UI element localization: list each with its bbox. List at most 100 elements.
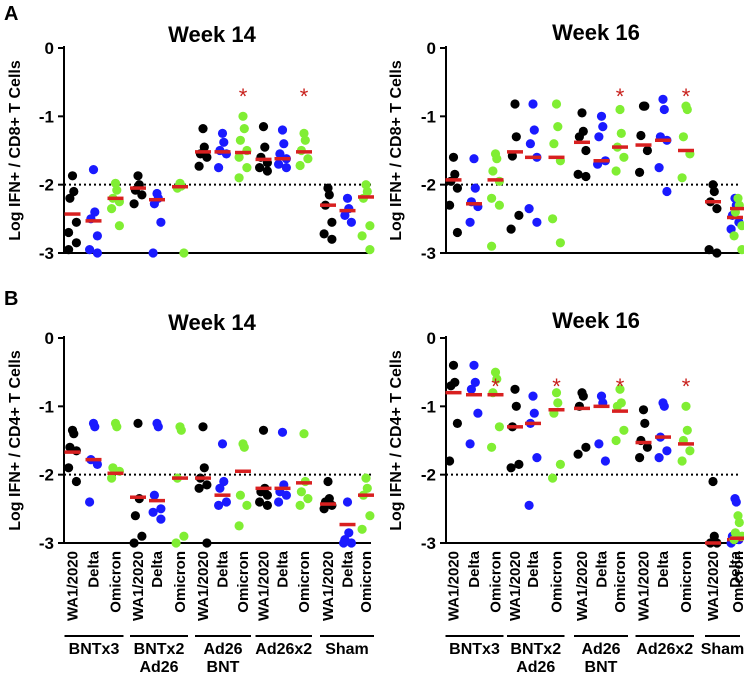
data-point	[510, 384, 520, 394]
data-point	[514, 459, 524, 469]
data-point	[470, 377, 480, 387]
data-point	[611, 166, 621, 176]
y-tick-label: ‑1	[421, 397, 436, 416]
data-point	[238, 111, 248, 121]
data-point	[581, 171, 591, 182]
data-point	[295, 160, 305, 171]
data-point	[344, 528, 354, 538]
data-point	[365, 221, 375, 231]
data-point	[69, 429, 79, 439]
data-point	[731, 497, 741, 507]
data-point	[71, 217, 81, 227]
data-point	[594, 439, 604, 449]
data-point	[511, 401, 521, 411]
data-point	[642, 145, 653, 156]
data-point	[112, 185, 122, 195]
data-point	[708, 476, 718, 487]
data-point	[465, 439, 475, 449]
data-point	[342, 497, 353, 507]
chart-title: Week 16	[552, 20, 640, 45]
y-tick-label: ‑3	[421, 244, 436, 263]
data-point	[616, 128, 626, 138]
data-point	[469, 154, 479, 164]
data-point	[296, 487, 306, 497]
data-point	[107, 204, 117, 214]
data-point	[452, 227, 462, 238]
data-point	[555, 238, 566, 248]
data-point	[71, 476, 81, 487]
data-point	[299, 128, 309, 138]
data-point	[548, 214, 558, 224]
data-point	[67, 171, 78, 181]
group-label: BNTx3	[449, 641, 500, 658]
data-point	[577, 108, 587, 118]
data-point	[487, 241, 497, 251]
data-point	[149, 490, 159, 500]
data-point	[737, 221, 744, 231]
category-label: Omicron	[235, 551, 252, 613]
y-axis-label: Log IFN+ / CD4+ T Cells	[7, 350, 24, 531]
data-point	[92, 231, 102, 241]
data-point	[202, 538, 212, 548]
category-label: WA1/2020	[636, 551, 653, 621]
data-point	[510, 99, 520, 109]
data-point	[708, 180, 718, 190]
data-point	[712, 248, 722, 258]
data-point	[275, 149, 285, 159]
data-point	[303, 494, 313, 504]
data-point	[573, 449, 583, 459]
group-label: Ad26	[139, 659, 178, 676]
data-point	[635, 167, 645, 177]
category-label: Omicron	[678, 551, 695, 613]
data-point	[681, 401, 691, 411]
chart-week16-cd8: Week 16 Log IFN+ / CD8+ T Cells 0 ‑1 ‑2 ‑3 * *	[388, 20, 744, 263]
data-point	[133, 418, 143, 428]
chart-title: Week 16	[552, 308, 640, 333]
data-point	[598, 122, 608, 132]
y-tick-label: 0	[45, 329, 54, 348]
group-label: Sham	[701, 641, 744, 658]
category-label: WA1/2020	[574, 551, 591, 621]
chart-title: Week 14	[168, 22, 256, 47]
data-point	[654, 453, 664, 463]
data-point	[281, 490, 291, 500]
data-point	[555, 459, 566, 469]
data-point	[219, 476, 229, 487]
data-point	[615, 384, 625, 394]
data-point	[295, 500, 305, 510]
data-point	[490, 367, 501, 377]
data-point	[90, 422, 100, 432]
data-point	[514, 210, 524, 220]
group-label: Ad26x2	[636, 641, 693, 658]
data-point	[487, 442, 497, 452]
data-point	[452, 418, 462, 428]
data-point	[528, 99, 538, 109]
data-point	[574, 132, 585, 142]
data-point	[470, 183, 480, 193]
data-point	[524, 500, 534, 510]
y-tick-label: ‑3	[421, 534, 436, 553]
data-point	[64, 245, 74, 255]
data-point	[69, 186, 79, 197]
y-tick-label: ‑1	[421, 107, 436, 126]
data-point	[65, 193, 75, 203]
data-point	[262, 166, 272, 176]
data-point	[255, 163, 265, 173]
data-point	[524, 204, 534, 214]
data-point	[346, 217, 356, 227]
data-point	[615, 104, 625, 115]
data-point	[156, 514, 166, 524]
data-point	[551, 388, 562, 398]
y-axis-label: Log IFN+ / CD8+ T Cells	[388, 60, 405, 241]
data-point	[156, 217, 166, 227]
data-point	[319, 504, 329, 514]
y-tick-label: ‑2	[39, 466, 54, 485]
data-point	[733, 511, 743, 521]
data-point	[323, 476, 333, 487]
data-point	[529, 408, 539, 418]
data-point	[733, 193, 743, 203]
category-label: Delta	[86, 550, 103, 587]
data-point	[64, 463, 74, 473]
group-label: BNTx2	[510, 641, 561, 658]
data-point	[339, 538, 349, 548]
